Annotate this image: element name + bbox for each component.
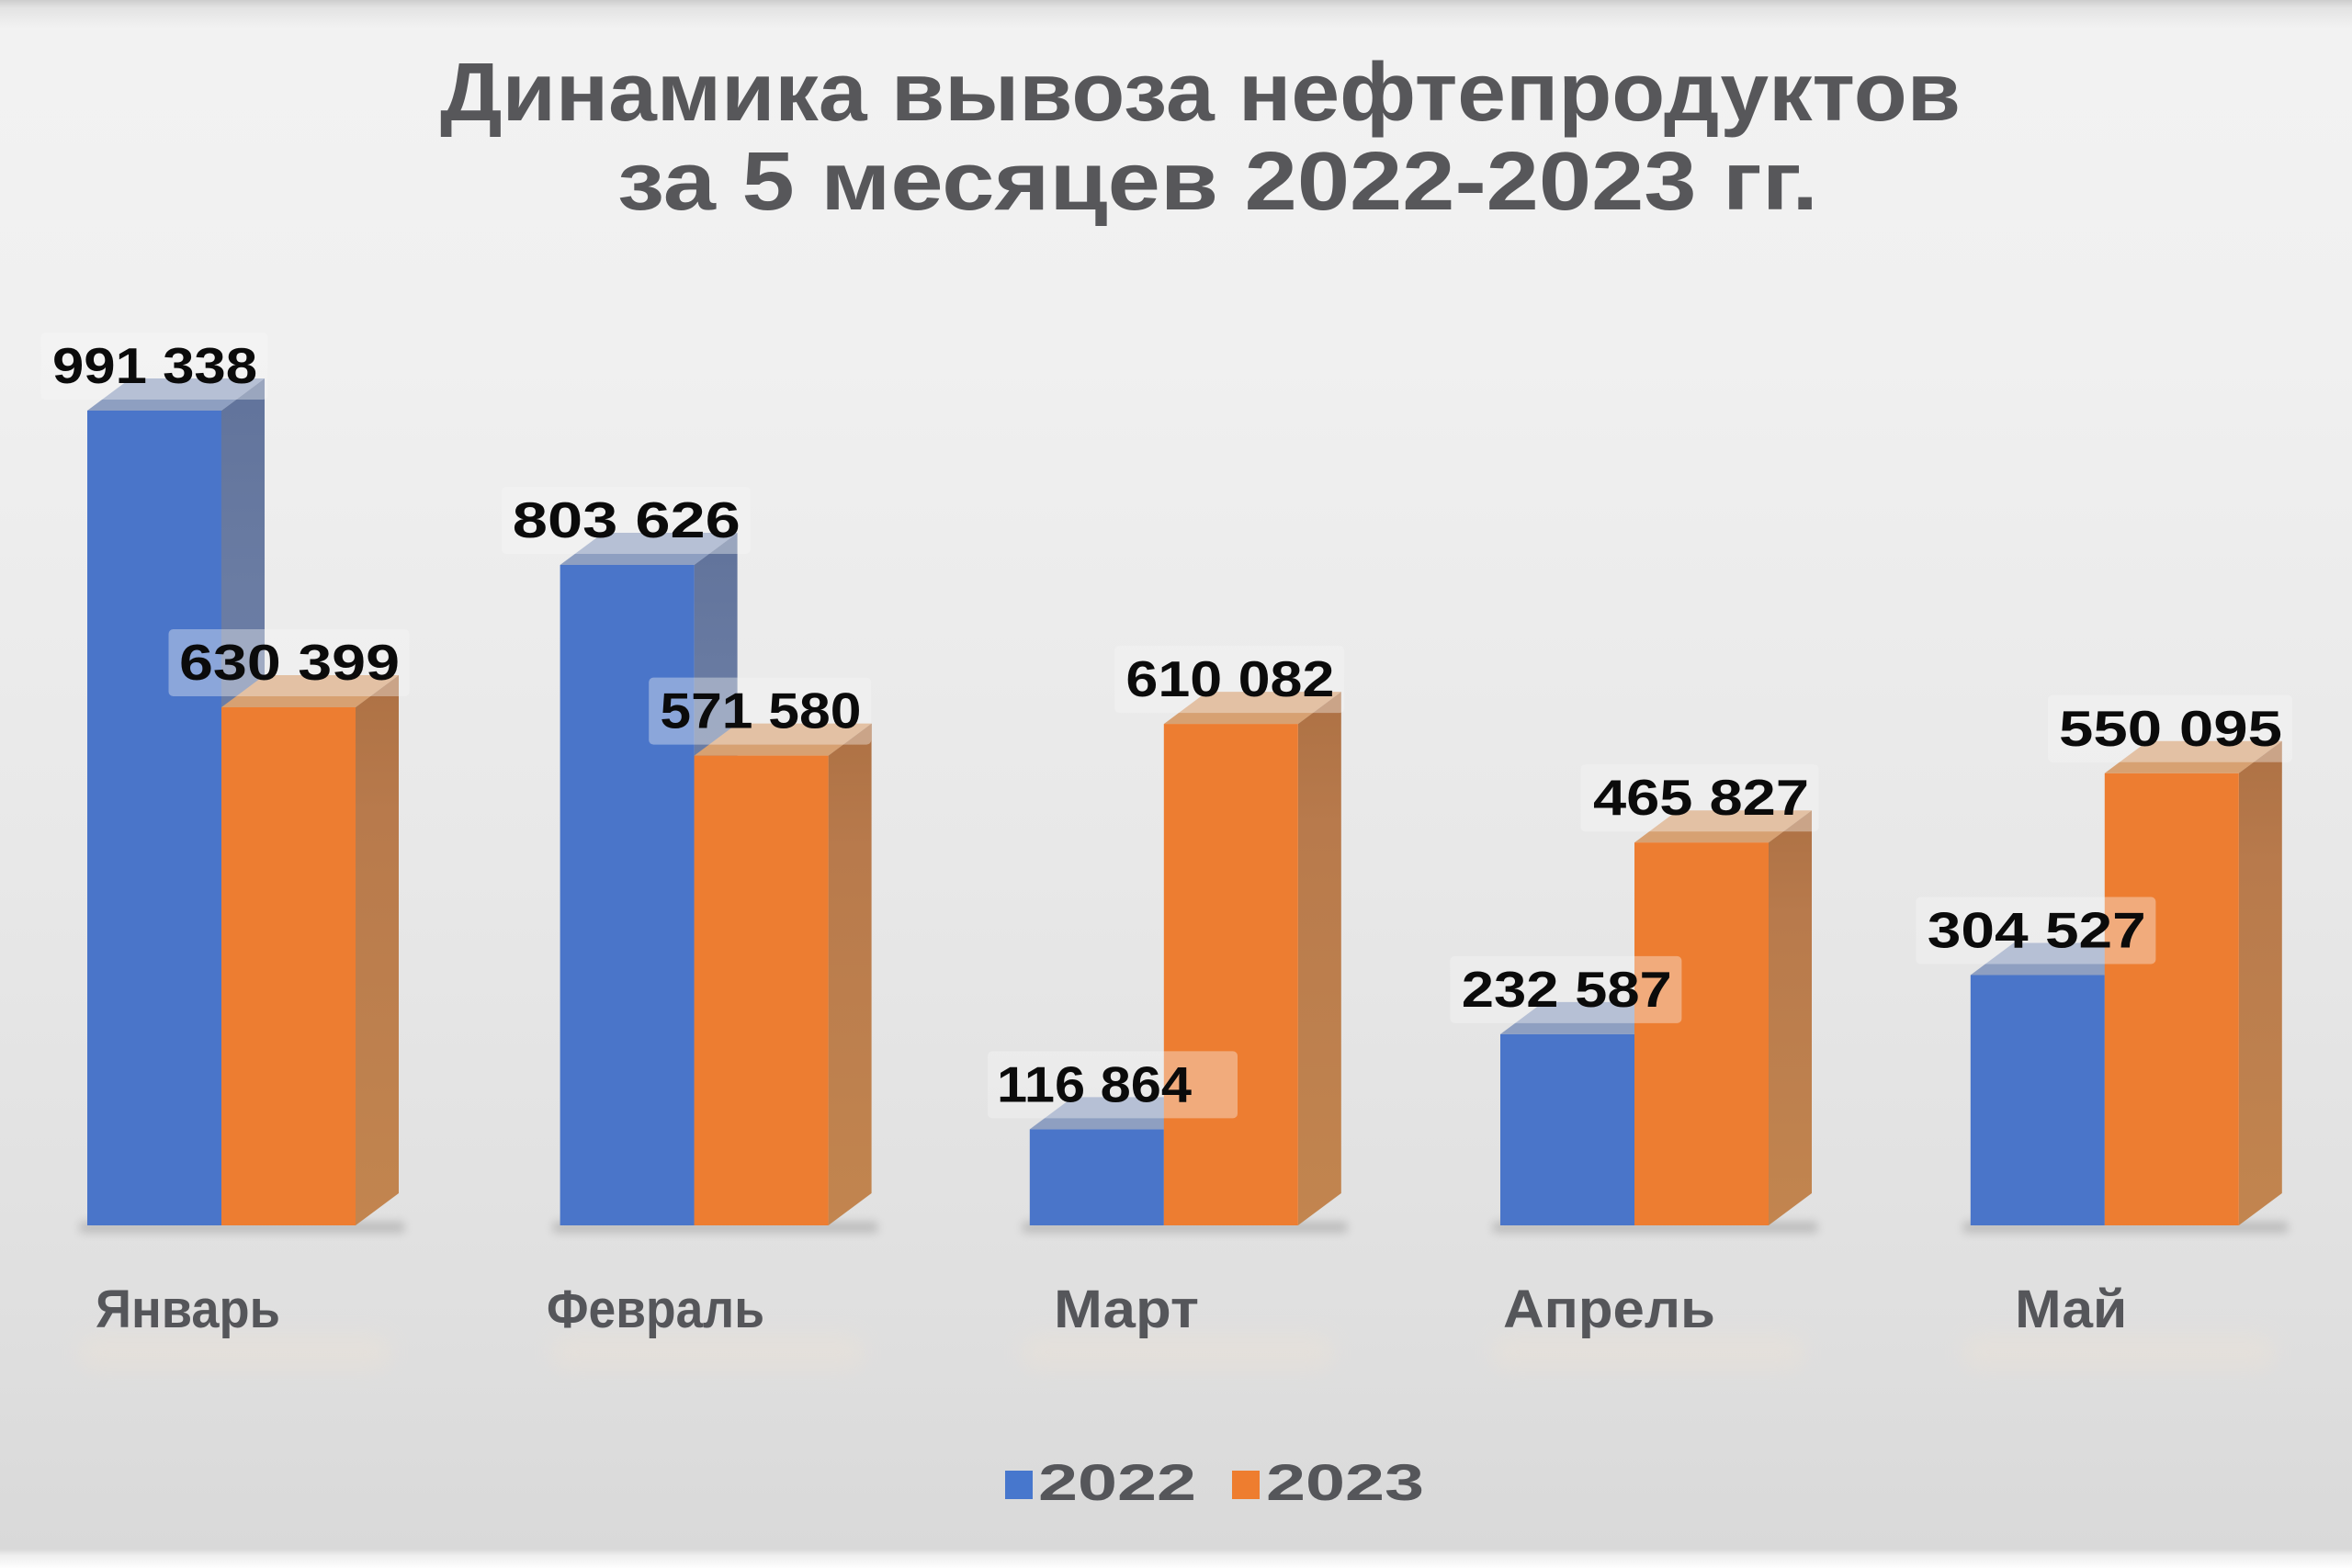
svg-text:571 580: 571 580 — [660, 682, 861, 739]
svg-text:Май: Май — [2015, 1280, 2127, 1339]
svg-text:991 338: 991 338 — [52, 337, 257, 394]
svg-text:2023: 2023 — [1266, 1453, 1424, 1511]
svg-text:2022: 2022 — [1038, 1453, 1196, 1511]
svg-text:550 095: 550 095 — [2059, 700, 2282, 757]
svg-text:304 527: 304 527 — [1928, 902, 2146, 959]
svg-text:Март: Март — [1054, 1280, 1199, 1339]
svg-text:Февраль: Февраль — [547, 1280, 764, 1339]
svg-text:803 626: 803 626 — [513, 491, 741, 548]
svg-text:за 5 месяцев 2022-2023 гг.: за 5 месяцев 2022-2023 гг. — [617, 136, 1818, 228]
svg-text:610 082: 610 082 — [1125, 650, 1334, 707]
svg-text:465 827: 465 827 — [1593, 769, 1809, 826]
svg-text:Апрель: Апрель — [1503, 1280, 1715, 1339]
svg-text:232 587: 232 587 — [1462, 961, 1672, 1018]
svg-text:116 864: 116 864 — [997, 1055, 1192, 1112]
svg-text:Январь: Январь — [96, 1280, 280, 1339]
svg-text:Динамика вывоза нефтепродуктов: Динамика вывоза нефтепродуктов — [440, 47, 1961, 139]
svg-text:630 399: 630 399 — [179, 634, 400, 691]
